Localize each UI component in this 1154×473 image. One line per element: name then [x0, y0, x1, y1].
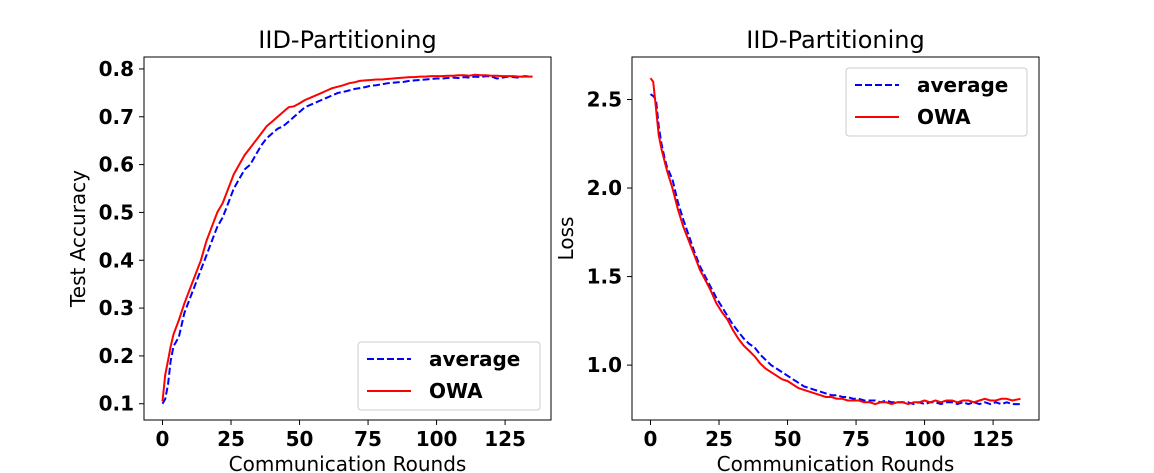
chart-title: IID-Partitioning — [746, 26, 924, 54]
x-tick-label: 100 — [416, 427, 458, 451]
x-tick-label: 75 — [842, 427, 870, 451]
loss-chart: 0 25 50 75 100 125 1.0 1.5 2.0 2.5 IID-Partitionin… — [554, 26, 1040, 473]
legend: average OWA — [357, 341, 541, 411]
x-axis-label: Communication Rounds — [229, 452, 467, 473]
x-tick-label: 50 — [774, 427, 802, 451]
axes-frame — [143, 56, 552, 421]
y-tick-label: 0.3 — [99, 296, 134, 320]
y-tick-label: 0.4 — [99, 248, 134, 272]
series-line-owa — [161, 73, 533, 402]
series-line-average — [161, 75, 533, 405]
x-tick-label: 25 — [217, 427, 245, 451]
plot-area — [649, 77, 1021, 406]
series-line-average — [649, 93, 1021, 406]
y-tick-label: 0.2 — [99, 344, 134, 368]
x-tick-label: 50 — [286, 427, 314, 451]
legend: average OWA — [845, 67, 1028, 137]
y-tick-label: 1.0 — [587, 353, 622, 377]
y-tick-label: 2.0 — [587, 176, 622, 200]
chart-title: IID-Partitioning — [258, 26, 436, 54]
accuracy-chart: 0 25 50 75 100 125 0.1 0.2 0.3 0.4 0.5 0.6 0.7 0.8 IID… — [66, 26, 552, 473]
y-tick-label: 2.5 — [587, 87, 622, 111]
x-tick-label: 75 — [354, 427, 382, 451]
x-tick-label: 125 — [484, 427, 526, 451]
x-tick-label: 125 — [972, 427, 1014, 451]
y-tick-label: 0.5 — [99, 200, 134, 224]
x-tick-label: 100 — [904, 427, 946, 451]
y-tick-label: 0.6 — [99, 153, 134, 177]
x-tick-label: 0 — [644, 427, 658, 451]
y-tick-label: 0.1 — [99, 392, 134, 416]
x-tick-label: 0 — [156, 427, 170, 451]
y-tick-label: 1.5 — [587, 265, 622, 289]
series-line-owa — [649, 77, 1021, 406]
x-tick-label: 25 — [705, 427, 733, 451]
y-tick-label: 0.8 — [99, 57, 134, 81]
axes-frame — [631, 56, 1040, 421]
y-axis-label: Loss — [554, 217, 578, 261]
legend-label-average: average — [917, 73, 1008, 97]
plot-area — [161, 73, 533, 405]
legend-label-average: average — [429, 347, 520, 371]
legend-label-owa: OWA — [917, 105, 971, 129]
y-axis-label: Test Accuracy — [66, 170, 90, 308]
legend-label-owa: OWA — [429, 379, 483, 403]
x-axis-label: Communication Rounds — [717, 452, 955, 473]
y-tick-label: 0.7 — [99, 105, 134, 129]
